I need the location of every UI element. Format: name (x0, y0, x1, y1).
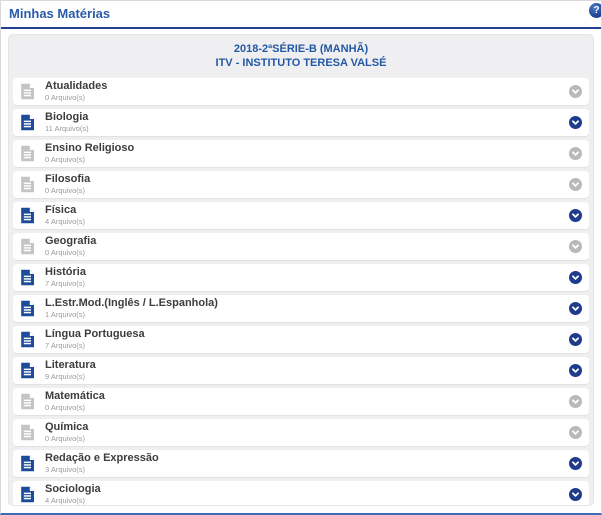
subject-text: Redação e Expressão 3 Arquivo(s) (45, 451, 159, 474)
subject-name: Língua Portuguesa (45, 327, 145, 340)
subject-file-count: 0 Arquivo(s) (45, 185, 86, 195)
subject-name: Atualidades (45, 79, 108, 92)
subject-row[interactable]: Literatura 9 Arquivo(s) (13, 356, 589, 384)
subject-file-count: 0 Arquivo(s) (45, 92, 86, 102)
subject-text: Química 0 Arquivo(s) (45, 420, 89, 443)
chevron-down-icon[interactable] (569, 394, 582, 408)
page-header: Minhas Matérias ? (1, 1, 601, 29)
subject-name: Ensino Religioso (45, 141, 135, 154)
subject-row[interactable]: Matemática 0 Arquivo(s) (13, 387, 589, 415)
subject-text: História 7 Arquivo(s) (45, 265, 86, 288)
document-icon (19, 145, 36, 162)
subject-text: Biologia 11 Arquivo(s) (45, 110, 89, 133)
subject-file-count: 4 Arquivo(s) (45, 495, 86, 505)
subject-file-count: 9 Arquivo(s) (45, 371, 86, 381)
chevron-down-icon[interactable] (569, 270, 582, 284)
subject-text: Literatura 9 Arquivo(s) (45, 358, 96, 381)
subject-row[interactable]: Atualidades 0 Arquivo(s) (13, 77, 589, 105)
chevron-down-icon[interactable] (569, 456, 582, 470)
subject-file-count: 11 Arquivo(s) (45, 123, 89, 133)
document-icon (19, 114, 36, 131)
subject-text: L.Estr.Mod.(Inglês / L.Espanhola) 1 Arqu… (45, 296, 218, 319)
chevron-down-icon[interactable] (569, 115, 582, 129)
subject-text: Física 4 Arquivo(s) (45, 203, 86, 226)
subject-row[interactable]: Química 0 Arquivo(s) (13, 418, 589, 446)
chevron-down-icon[interactable] (569, 239, 582, 253)
chevron-down-icon[interactable] (569, 146, 582, 160)
subject-text: Ensino Religioso 0 Arquivo(s) (45, 141, 135, 164)
subject-row[interactable]: Língua Portuguesa 7 Arquivo(s) (13, 325, 589, 353)
document-icon (19, 300, 36, 317)
document-icon (19, 486, 36, 503)
subject-name: L.Estr.Mod.(Inglês / L.Espanhola) (45, 296, 218, 309)
subject-name: Sociologia (45, 482, 101, 495)
school-title: ITV - INSTITUTO TERESA VALSÉ (215, 56, 387, 69)
document-icon (19, 207, 36, 224)
chevron-down-icon[interactable] (569, 332, 582, 346)
subject-file-count: 4 Arquivo(s) (45, 216, 86, 226)
help-icon[interactable]: ? (589, 3, 601, 18)
subject-file-count: 0 Arquivo(s) (45, 154, 86, 164)
document-icon (19, 455, 36, 472)
subject-name: Redação e Expressão (45, 451, 159, 464)
subject-row[interactable]: História 7 Arquivo(s) (13, 263, 589, 291)
subject-row[interactable]: Redação e Expressão 3 Arquivo(s) (13, 449, 589, 477)
subject-row[interactable]: Ensino Religioso 0 Arquivo(s) (13, 139, 589, 167)
subject-file-count: 0 Arquivo(s) (45, 402, 86, 412)
document-icon (19, 331, 36, 348)
subject-text: Geografia 0 Arquivo(s) (45, 234, 97, 257)
subject-text: Atualidades 0 Arquivo(s) (45, 79, 108, 102)
document-icon (19, 83, 36, 100)
subject-name: Física (45, 203, 77, 216)
chevron-down-icon[interactable] (569, 301, 582, 315)
subject-name: Biologia (45, 110, 89, 123)
chevron-down-icon[interactable] (569, 84, 582, 98)
subject-file-count: 7 Arquivo(s) (45, 278, 86, 288)
subject-text: Língua Portuguesa 7 Arquivo(s) (45, 327, 145, 350)
document-icon (19, 269, 36, 286)
subject-text: Filosofia 0 Arquivo(s) (45, 172, 91, 195)
subject-row[interactable]: Física 4 Arquivo(s) (13, 201, 589, 229)
document-icon (19, 176, 36, 193)
chevron-down-icon[interactable] (569, 425, 582, 439)
subject-file-count: 7 Arquivo(s) (45, 340, 86, 350)
subject-row[interactable]: Biologia 11 Arquivo(s) (13, 108, 589, 136)
subject-file-count: 1 Arquivo(s) (45, 309, 86, 319)
subject-file-count: 3 Arquivo(s) (45, 464, 86, 474)
document-icon (19, 393, 36, 410)
chevron-down-icon[interactable] (569, 208, 582, 222)
subject-row[interactable]: Geografia 0 Arquivo(s) (13, 232, 589, 260)
subject-row[interactable]: L.Estr.Mod.(Inglês / L.Espanhola) 1 Arqu… (13, 294, 589, 322)
document-icon (19, 238, 36, 255)
class-panel: 2018-2ªSÉRIE-B (MANHÃ) ITV - INSTITUTO T… (8, 34, 594, 506)
chevron-down-icon[interactable] (569, 177, 582, 191)
subject-row[interactable]: Sociologia 4 Arquivo(s) (13, 480, 589, 505)
subject-name: Literatura (45, 358, 96, 371)
subject-text: Matemática 0 Arquivo(s) (45, 389, 105, 412)
page-title: Minhas Matérias (9, 6, 111, 21)
subject-file-count: 0 Arquivo(s) (45, 247, 86, 257)
subject-file-count: 0 Arquivo(s) (45, 433, 86, 443)
document-icon (19, 362, 36, 379)
chevron-down-icon[interactable] (569, 487, 582, 501)
subject-name: História (45, 265, 86, 278)
subject-name: Matemática (45, 389, 105, 402)
subject-name: Química (45, 420, 89, 433)
document-icon (19, 424, 36, 441)
subject-list: Atualidades 0 Arquivo(s) Biologia 11 Arq… (13, 77, 589, 505)
chevron-down-icon[interactable] (569, 363, 582, 377)
class-title: 2018-2ªSÉRIE-B (MANHÃ) (233, 43, 369, 55)
class-panel-header: 2018-2ªSÉRIE-B (MANHÃ) ITV - INSTITUTO T… (13, 39, 589, 78)
subject-name: Geografia (45, 234, 97, 247)
subject-row[interactable]: Filosofia 0 Arquivo(s) (13, 170, 589, 198)
subject-text: Sociologia 4 Arquivo(s) (45, 482, 101, 505)
subject-name: Filosofia (45, 172, 91, 185)
